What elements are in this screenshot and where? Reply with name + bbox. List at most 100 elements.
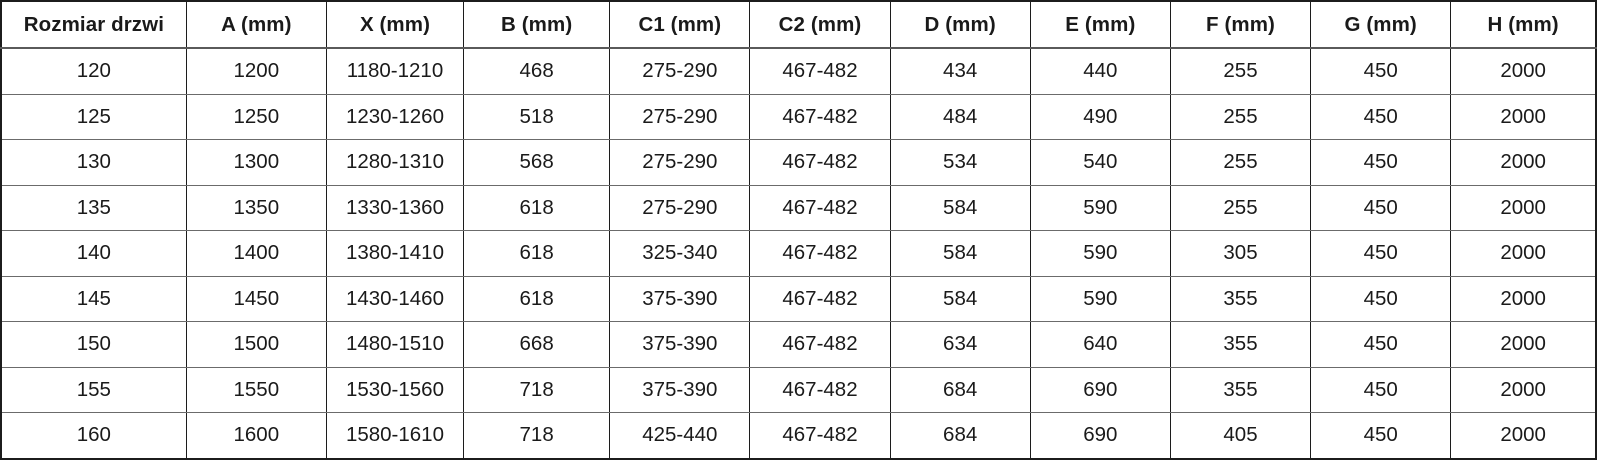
cell-d: 484 bbox=[889, 94, 1031, 140]
cell-c1: 325-340 bbox=[609, 230, 751, 277]
cell-x: 1530-1560 bbox=[325, 367, 465, 413]
cell-c1: 275-290 bbox=[609, 185, 751, 231]
cell-x: 1380-1410 bbox=[325, 230, 465, 277]
table-row: 135 1350 1330-1360 618 275-290 467-482 5… bbox=[1, 185, 1596, 231]
cell-h: 2000 bbox=[1450, 276, 1596, 322]
cell-a: 1600 bbox=[185, 412, 327, 459]
cell-c1: 375-390 bbox=[609, 321, 751, 368]
cell-c1: 275-290 bbox=[609, 48, 751, 95]
cell-b: 568 bbox=[463, 139, 611, 186]
cell-c1: 375-390 bbox=[609, 367, 751, 413]
cell-a: 1550 bbox=[185, 367, 327, 413]
table-row: 150 1500 1480-1510 668 375-390 467-482 6… bbox=[1, 321, 1596, 368]
table-body: 120 1200 1180-1210 468 275-290 467-482 4… bbox=[1, 48, 1596, 459]
cell-e: 640 bbox=[1029, 321, 1171, 368]
cell-f: 255 bbox=[1169, 94, 1312, 140]
cell-h: 2000 bbox=[1450, 185, 1596, 231]
column-header-x: X (mm) bbox=[325, 1, 465, 49]
cell-d: 534 bbox=[889, 139, 1031, 186]
cell-a: 1200 bbox=[185, 48, 327, 95]
cell-c2: 467-482 bbox=[749, 48, 891, 95]
cell-rozmiar-drzwi: 155 bbox=[1, 367, 187, 413]
cell-e: 440 bbox=[1029, 48, 1171, 95]
cell-rozmiar-drzwi: 160 bbox=[1, 412, 187, 459]
cell-x: 1280-1310 bbox=[325, 139, 465, 186]
cell-b: 718 bbox=[463, 367, 611, 413]
cell-c2: 467-482 bbox=[749, 185, 891, 231]
table-header: Rozmiar drzwi A (mm) X (mm) B (mm) C1 (m… bbox=[1, 1, 1596, 49]
cell-b: 468 bbox=[463, 48, 611, 95]
cell-c2: 467-482 bbox=[749, 367, 891, 413]
column-header-c1: C1 (mm) bbox=[609, 1, 751, 49]
cell-d: 584 bbox=[889, 276, 1031, 322]
cell-rozmiar-drzwi: 140 bbox=[1, 230, 187, 277]
cell-a: 1450 bbox=[185, 276, 327, 322]
cell-h: 2000 bbox=[1450, 48, 1596, 95]
cell-c2: 467-482 bbox=[749, 321, 891, 368]
cell-d: 584 bbox=[889, 185, 1031, 231]
cell-rozmiar-drzwi: 125 bbox=[1, 94, 187, 140]
table-row: 145 1450 1430-1460 618 375-390 467-482 5… bbox=[1, 276, 1596, 322]
cell-h: 2000 bbox=[1450, 367, 1596, 413]
cell-a: 1350 bbox=[185, 185, 327, 231]
column-header-rozmiar-drzwi: Rozmiar drzwi bbox=[1, 1, 187, 49]
cell-e: 590 bbox=[1029, 185, 1171, 231]
cell-a: 1300 bbox=[185, 139, 327, 186]
cell-f: 305 bbox=[1169, 230, 1312, 277]
cell-a: 1400 bbox=[185, 230, 327, 277]
cell-f: 255 bbox=[1169, 48, 1312, 95]
cell-d: 434 bbox=[889, 48, 1031, 95]
cell-c1: 275-290 bbox=[609, 139, 751, 186]
cell-rozmiar-drzwi: 120 bbox=[1, 48, 187, 95]
cell-e: 490 bbox=[1029, 94, 1171, 140]
table-row: 120 1200 1180-1210 468 275-290 467-482 4… bbox=[1, 48, 1596, 95]
cell-h: 2000 bbox=[1450, 139, 1596, 186]
cell-d: 684 bbox=[889, 412, 1031, 459]
table-row: 140 1400 1380-1410 618 325-340 467-482 5… bbox=[1, 230, 1596, 277]
cell-h: 2000 bbox=[1450, 230, 1596, 277]
cell-c1: 375-390 bbox=[609, 276, 751, 322]
cell-rozmiar-drzwi: 135 bbox=[1, 185, 187, 231]
table-row: 155 1550 1530-1560 718 375-390 467-482 6… bbox=[1, 367, 1596, 413]
cell-f: 355 bbox=[1169, 276, 1312, 322]
cell-c2: 467-482 bbox=[749, 230, 891, 277]
cell-rozmiar-drzwi: 145 bbox=[1, 276, 187, 322]
cell-g: 450 bbox=[1310, 185, 1452, 231]
cell-h: 2000 bbox=[1450, 321, 1596, 368]
cell-rozmiar-drzwi: 130 bbox=[1, 139, 187, 186]
cell-a: 1250 bbox=[185, 94, 327, 140]
cell-c2: 467-482 bbox=[749, 139, 891, 186]
cell-b: 518 bbox=[463, 94, 611, 140]
column-header-d: D (mm) bbox=[889, 1, 1031, 49]
column-header-h: H (mm) bbox=[1450, 1, 1596, 49]
cell-e: 540 bbox=[1029, 139, 1171, 186]
cell-h: 2000 bbox=[1450, 412, 1596, 459]
cell-g: 450 bbox=[1310, 230, 1452, 277]
cell-d: 684 bbox=[889, 367, 1031, 413]
cell-e: 590 bbox=[1029, 230, 1171, 277]
cell-b: 618 bbox=[463, 230, 611, 277]
cell-rozmiar-drzwi: 150 bbox=[1, 321, 187, 368]
cell-b: 718 bbox=[463, 412, 611, 459]
cell-b: 668 bbox=[463, 321, 611, 368]
cell-x: 1180-1210 bbox=[325, 48, 465, 95]
column-header-g: G (mm) bbox=[1310, 1, 1452, 49]
cell-c2: 467-482 bbox=[749, 94, 891, 140]
column-header-b: B (mm) bbox=[463, 1, 611, 49]
table-row: 130 1300 1280-1310 568 275-290 467-482 5… bbox=[1, 139, 1596, 186]
cell-c2: 467-482 bbox=[749, 276, 891, 322]
cell-d: 634 bbox=[889, 321, 1031, 368]
cell-f: 255 bbox=[1169, 139, 1312, 186]
cell-x: 1230-1260 bbox=[325, 94, 465, 140]
cell-f: 405 bbox=[1169, 412, 1312, 459]
cell-b: 618 bbox=[463, 276, 611, 322]
column-header-e: E (mm) bbox=[1029, 1, 1171, 49]
cell-b: 618 bbox=[463, 185, 611, 231]
column-header-c2: C2 (mm) bbox=[749, 1, 891, 49]
cell-e: 690 bbox=[1029, 412, 1171, 459]
cell-h: 2000 bbox=[1450, 94, 1596, 140]
cell-c1: 425-440 bbox=[609, 412, 751, 459]
cell-f: 255 bbox=[1169, 185, 1312, 231]
cell-x: 1430-1460 bbox=[325, 276, 465, 322]
